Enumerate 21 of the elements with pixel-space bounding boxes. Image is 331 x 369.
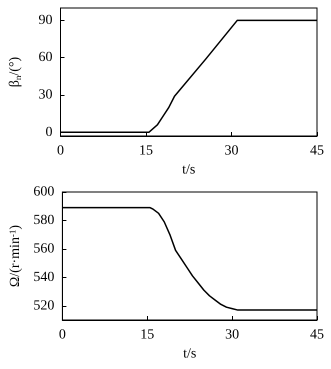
- y-tick-label: 560: [33, 241, 54, 256]
- x-tick-label: 15: [139, 144, 153, 158]
- y-tick-label: 0: [46, 124, 52, 140]
- x-axis-title: t/s: [182, 162, 196, 178]
- x-tick-label: 0: [57, 144, 64, 158]
- y-axis-title: Ω/(r·min-1): [8, 224, 23, 288]
- y-tick-label: 600: [33, 184, 54, 200]
- x-tick-label: 30: [225, 328, 240, 342]
- y-tick-label: 580: [33, 212, 54, 228]
- x-tick-label: 15: [140, 328, 154, 342]
- x-tick-label: 45: [310, 144, 324, 158]
- y-tick-label: 540: [33, 270, 54, 285]
- x-tick-label: 0: [58, 328, 66, 342]
- y-tick-label: 60: [38, 50, 52, 66]
- x-tick-label: 45: [310, 328, 324, 342]
- y-tick-label: 520: [33, 298, 54, 314]
- y-axis-title: βn/(°): [8, 56, 23, 88]
- y-tick-label: 90: [38, 12, 52, 28]
- y-tick-label: 30: [38, 87, 52, 102]
- x-axis-title: t/s: [183, 346, 196, 362]
- x-tick-label: 30: [224, 144, 238, 158]
